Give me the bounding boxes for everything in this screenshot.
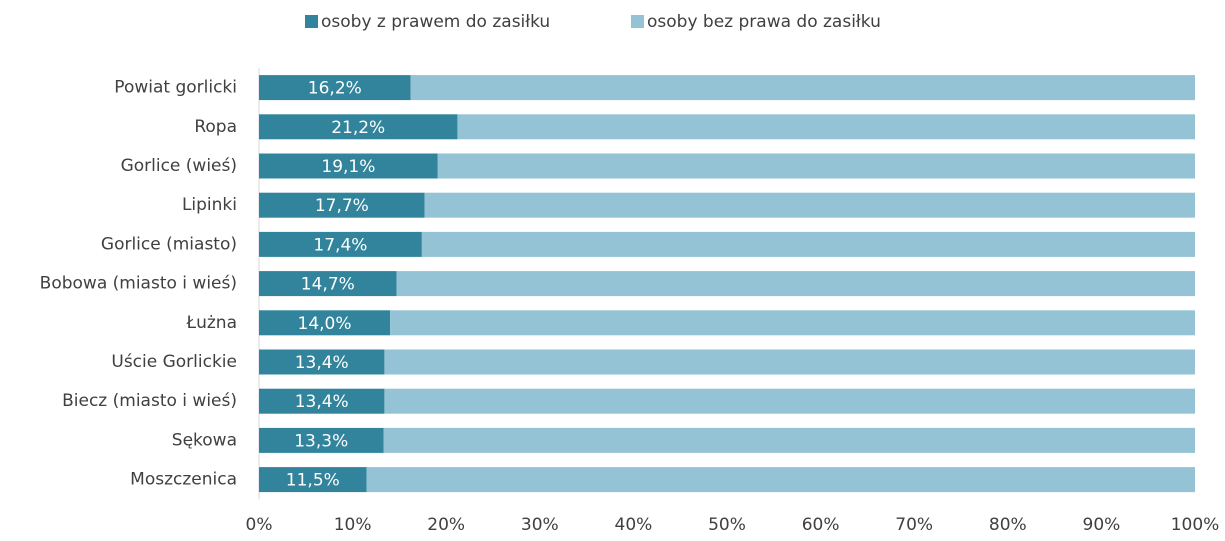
legend-label: osoby bez prawa do zasiłku bbox=[647, 12, 881, 32]
data-label: 13,4% bbox=[295, 353, 349, 373]
bar-segment bbox=[396, 271, 1195, 297]
bar-segment bbox=[421, 231, 1195, 257]
bar-segment bbox=[259, 271, 397, 297]
bar-segment bbox=[259, 114, 458, 140]
x-tick-label: 10% bbox=[334, 515, 372, 535]
bar-segment bbox=[366, 467, 1195, 493]
bar-segment bbox=[384, 349, 1195, 375]
x-tick-label: 20% bbox=[427, 515, 465, 535]
x-tick-label: 30% bbox=[521, 515, 559, 535]
bar-segment bbox=[259, 388, 385, 414]
bar-segment bbox=[384, 388, 1195, 414]
bar-segment bbox=[259, 75, 411, 101]
y-tick-label: Ropa bbox=[194, 117, 237, 137]
y-tick-label: Uście Gorlickie bbox=[111, 352, 237, 372]
y-tick-label: Powiat gorlicki bbox=[114, 78, 237, 98]
y-tick-label: Biecz (miasto i wieś) bbox=[62, 391, 237, 411]
x-tick-label: 50% bbox=[708, 515, 746, 535]
data-label: 14,0% bbox=[298, 314, 352, 334]
bar-segment bbox=[437, 153, 1195, 179]
bar-segment bbox=[457, 114, 1195, 140]
legend-swatch bbox=[305, 15, 318, 28]
data-label: 14,7% bbox=[301, 275, 355, 295]
y-tick-label: Bobowa (miasto i wieś) bbox=[40, 274, 237, 294]
y-tick-label: Łużna bbox=[186, 313, 237, 333]
bar-segment bbox=[259, 231, 422, 257]
legend-swatch bbox=[631, 15, 644, 28]
bar-segment bbox=[259, 153, 438, 179]
y-tick-label: Lipinki bbox=[182, 195, 237, 215]
bar-segment bbox=[383, 427, 1195, 453]
y-tick-label: Moszczenica bbox=[130, 470, 237, 490]
data-label: 19,1% bbox=[321, 157, 375, 177]
x-tick-label: 40% bbox=[615, 515, 653, 535]
bar-segment bbox=[410, 75, 1196, 101]
data-label: 17,4% bbox=[313, 235, 367, 255]
bar-segment bbox=[259, 192, 425, 218]
bar-segment bbox=[424, 192, 1195, 218]
x-tick-label: 60% bbox=[802, 515, 840, 535]
y-tick-label: Gorlice (miasto) bbox=[101, 234, 237, 254]
data-label: 17,7% bbox=[315, 196, 369, 216]
bar-segment bbox=[259, 310, 391, 336]
legend-label: osoby z prawem do zasiłku bbox=[321, 12, 550, 32]
y-tick-label: Gorlice (wieś) bbox=[121, 156, 237, 176]
bar-segment bbox=[259, 349, 385, 375]
data-label: 21,2% bbox=[331, 118, 385, 138]
bar-segment bbox=[259, 467, 367, 493]
bar-segment bbox=[259, 427, 384, 453]
x-tick-label: 70% bbox=[895, 515, 933, 535]
x-tick-label: 90% bbox=[1083, 515, 1121, 535]
data-label: 13,4% bbox=[295, 392, 349, 412]
y-tick-label: Sękowa bbox=[172, 430, 237, 450]
data-label: 11,5% bbox=[286, 471, 340, 491]
bar-segment bbox=[390, 310, 1195, 336]
x-tick-label: 100% bbox=[1171, 515, 1220, 535]
data-label: 13,3% bbox=[294, 431, 348, 451]
data-label: 16,2% bbox=[308, 79, 362, 99]
x-tick-label: 80% bbox=[989, 515, 1027, 535]
x-tick-label: 0% bbox=[246, 515, 273, 535]
